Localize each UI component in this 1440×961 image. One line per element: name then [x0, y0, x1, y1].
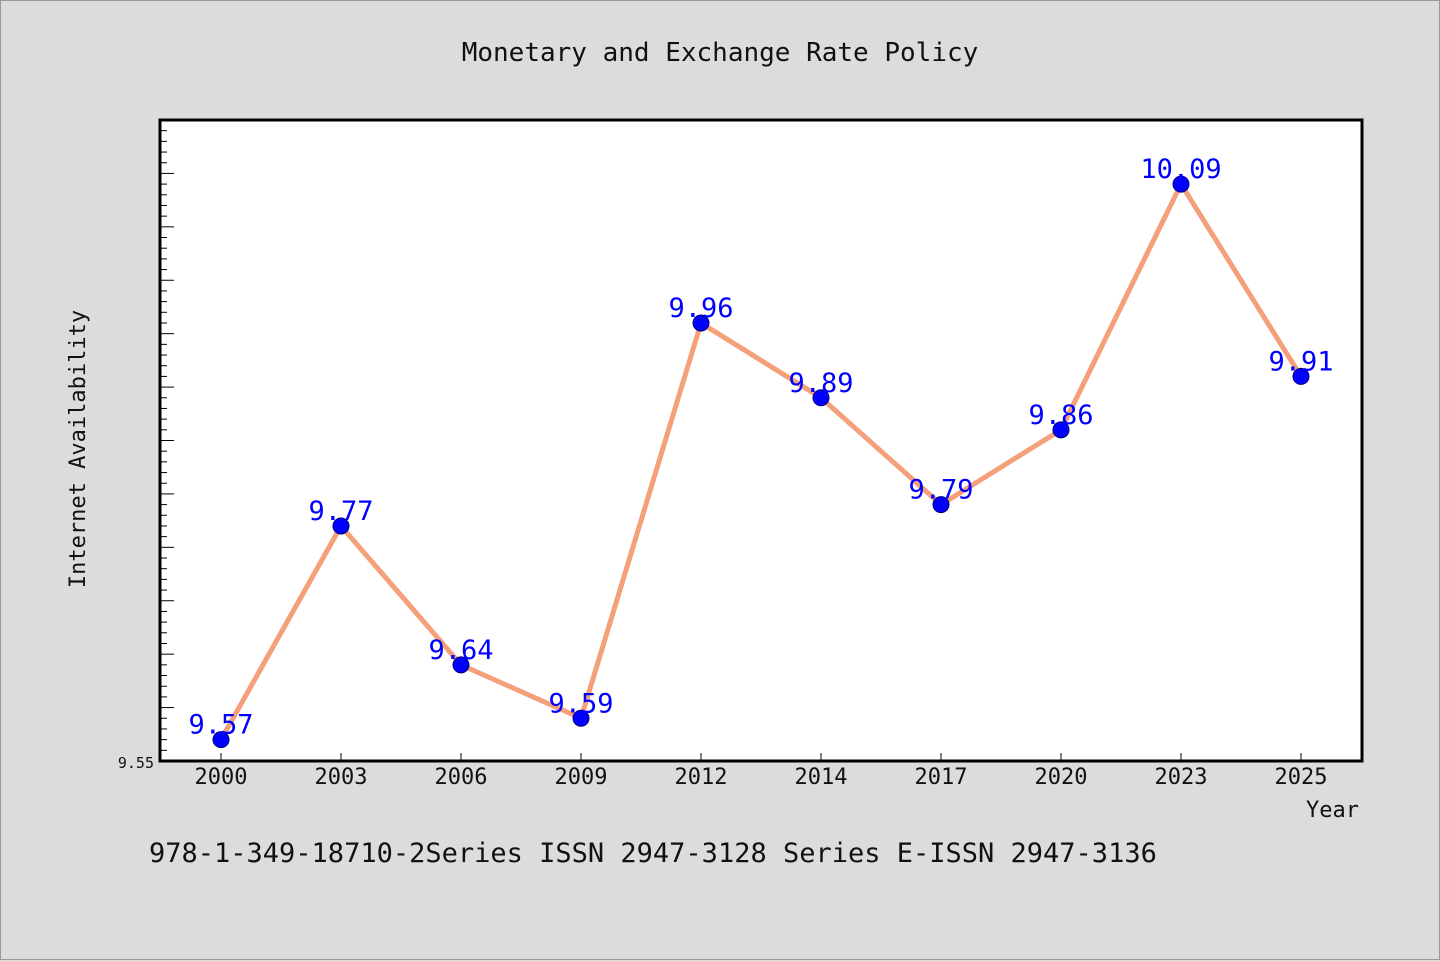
- footer-text: 978-1-349-18710-2Series ISSN 2947-3128 S…: [149, 838, 1157, 869]
- x-tick-label: 2014: [795, 765, 848, 790]
- y-axis-label: Internet Availability: [66, 310, 91, 588]
- data-label: 9.91: [1268, 346, 1333, 377]
- chart-title: Monetary and Exchange Rate Policy: [462, 38, 979, 68]
- x-tick-label: 2000: [195, 765, 248, 790]
- data-point: [212, 731, 230, 749]
- data-label: 9.89: [788, 368, 853, 399]
- data-label: 9.57: [188, 710, 253, 741]
- data-label: 9.86: [1028, 400, 1093, 431]
- data-label: 10.09: [1140, 154, 1221, 185]
- data-point: [812, 389, 830, 407]
- data-point: [1172, 175, 1190, 193]
- data-label: 9.77: [308, 496, 373, 527]
- data-point: [1052, 421, 1070, 439]
- x-tick-label: 2012: [675, 765, 728, 790]
- x-axis-label: Year: [1306, 798, 1359, 823]
- y-axis-ticks: [160, 130, 174, 762]
- data-point: [452, 656, 470, 674]
- x-tick-label: 2003: [315, 765, 368, 790]
- data-point: [932, 496, 950, 514]
- x-tick-label: 2023: [1155, 765, 1208, 790]
- data-point: [1292, 367, 1310, 385]
- series-line: [218, 181, 1304, 741]
- data-labels: 9.57 9.77 9.64 9.59 9.96 9.89 9.79 9.86 10.09 9.9…: [188, 154, 1333, 741]
- x-tick-label: 2006: [435, 765, 488, 790]
- y-tick-label: 9.55: [118, 754, 154, 772]
- data-point: [692, 314, 710, 332]
- data-label: 9.79: [908, 475, 973, 506]
- x-tick-label: 2020: [1035, 765, 1088, 790]
- data-label: 9.64: [428, 635, 493, 666]
- data-label: 9.96: [668, 293, 733, 324]
- x-axis-ticks: 2000 2003 2006 2009 2012 2014 2017 2020 2023 2025: [195, 753, 1328, 790]
- data-point: [572, 709, 590, 727]
- plot-area: [158, 118, 1364, 763]
- x-tick-label: 2025: [1275, 765, 1328, 790]
- x-tick-label: 2009: [555, 765, 608, 790]
- data-label: 9.59: [548, 688, 613, 719]
- data-point: [332, 517, 350, 535]
- data-markers: [212, 175, 1310, 749]
- x-tick-label: 2017: [915, 765, 968, 790]
